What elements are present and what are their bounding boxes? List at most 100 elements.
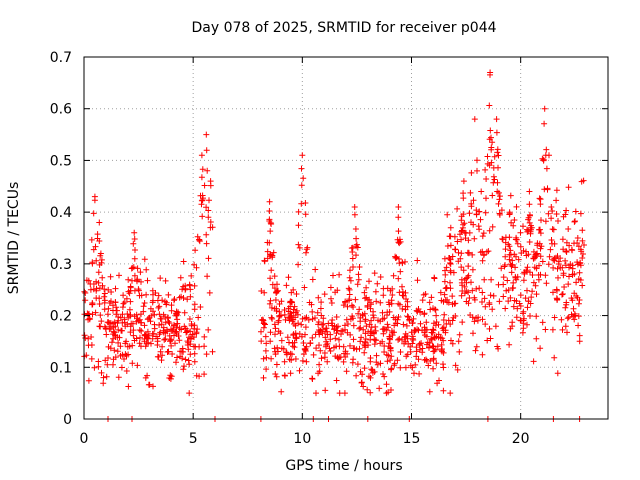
data-point [444, 211, 451, 218]
data-point [111, 329, 118, 336]
data-point [476, 285, 483, 292]
data-point [183, 329, 190, 336]
data-point [381, 349, 388, 355]
data-point [526, 239, 533, 245]
data-point [295, 222, 302, 229]
data-point [90, 246, 97, 253]
data-point [141, 331, 148, 338]
data-point [569, 271, 576, 278]
data-point [99, 274, 106, 281]
data-point [414, 257, 421, 264]
data-point [335, 355, 342, 362]
data-point [569, 265, 576, 272]
data-point [205, 207, 212, 214]
data-point [498, 265, 505, 272]
data-point [266, 198, 273, 205]
data-point [409, 364, 416, 371]
data-point [168, 307, 175, 314]
data-point [562, 257, 569, 264]
data-point [391, 360, 398, 367]
data-point [151, 321, 158, 328]
data-point [428, 336, 435, 343]
data-point [537, 230, 544, 237]
data-point [447, 224, 454, 231]
data-point [276, 301, 283, 307]
data-point [355, 310, 362, 317]
data-point [100, 380, 107, 387]
data-point [141, 256, 148, 263]
data-point [481, 276, 488, 283]
data-point [207, 178, 214, 185]
data-point [550, 256, 557, 263]
data-point [550, 264, 557, 271]
data-point [470, 330, 476, 337]
data-point [361, 349, 368, 356]
data-point [274, 344, 281, 351]
data-point [93, 257, 100, 264]
data-point [407, 343, 414, 350]
data-point [536, 226, 542, 233]
data-point [203, 231, 210, 238]
data-point [381, 326, 388, 333]
data-point [159, 297, 166, 304]
data-point [467, 189, 474, 196]
data-point [342, 326, 348, 333]
data-point [411, 370, 417, 377]
data-point [203, 204, 210, 211]
data-point [574, 261, 581, 268]
data-point [530, 279, 537, 286]
data-point [347, 342, 353, 349]
data-point [529, 288, 536, 295]
data-point [431, 275, 438, 282]
data-point [406, 317, 413, 324]
data-point [421, 357, 428, 363]
data-point [447, 390, 454, 397]
data-point [160, 324, 167, 331]
data-point [360, 383, 367, 390]
data-point [356, 325, 363, 332]
data-point [395, 204, 402, 210]
data-point [313, 390, 319, 397]
data-point [381, 373, 388, 380]
data-point [268, 355, 275, 362]
data-point [273, 373, 280, 380]
data-point [459, 227, 465, 234]
data-point [543, 165, 550, 172]
data-point [510, 279, 517, 286]
data-point [309, 334, 316, 341]
data-point [268, 267, 275, 274]
data-point [484, 153, 491, 160]
data-point [101, 299, 108, 306]
data-point [456, 331, 463, 338]
data-point [272, 331, 278, 338]
data-point [328, 300, 335, 306]
data-point [422, 291, 429, 297]
data-point [199, 166, 206, 173]
data-point [367, 374, 374, 381]
data-point [323, 325, 330, 332]
data-point [494, 149, 501, 156]
data-point [296, 367, 303, 374]
data-point [363, 284, 370, 291]
data-point [460, 178, 467, 185]
data-point [509, 257, 516, 264]
data-point [489, 192, 496, 199]
data-point [121, 356, 127, 362]
data-point [474, 317, 481, 324]
data-point [176, 294, 183, 301]
data-point [338, 328, 345, 335]
data-point [555, 258, 562, 265]
data-point [150, 291, 156, 298]
data-point [416, 346, 423, 353]
data-point [195, 314, 202, 321]
data-point [120, 292, 127, 299]
data-point [413, 344, 420, 351]
data-point [501, 263, 508, 270]
data-point [544, 185, 551, 192]
data-point [523, 252, 530, 259]
data-point [565, 184, 572, 191]
data-point [96, 219, 103, 226]
data-point [442, 267, 448, 274]
data-point [142, 374, 149, 381]
data-point [97, 312, 104, 319]
